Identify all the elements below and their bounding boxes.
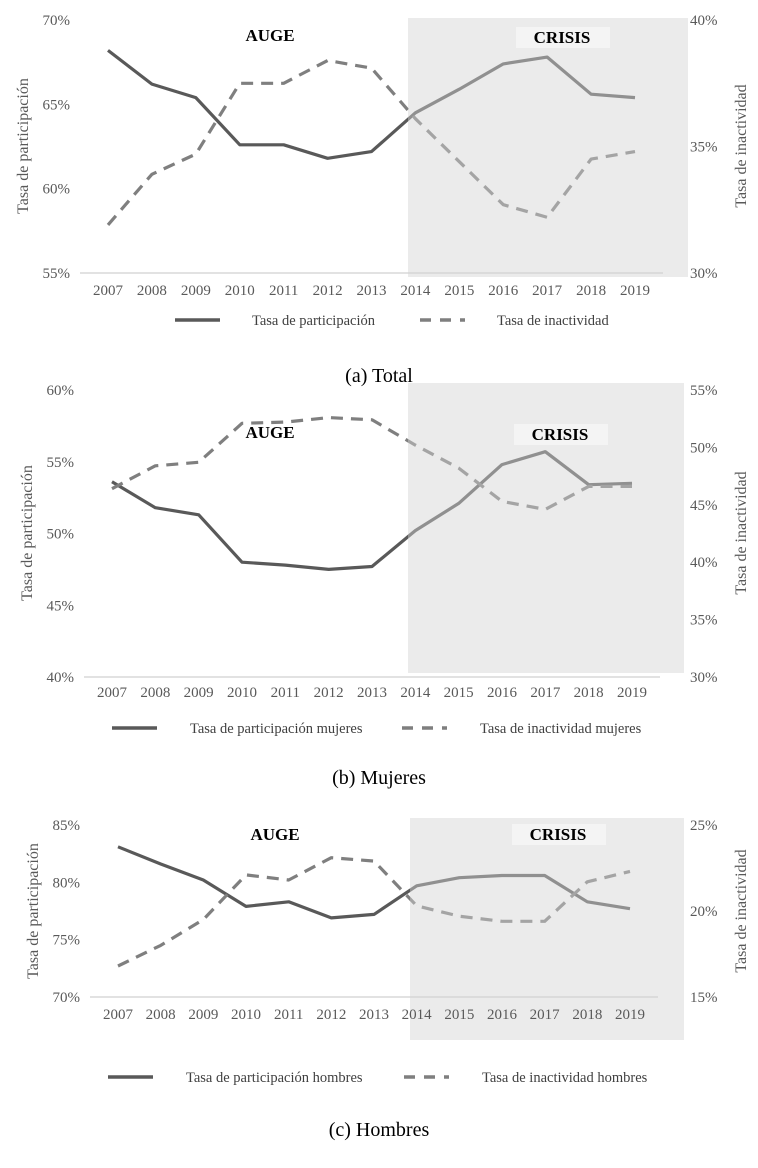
x-tick-label: 2017 bbox=[532, 283, 563, 299]
chart-panel: AUGE CRISIS 70% 75% 80% 85% 15% 20% 25% 2007 2008 2… bbox=[25, 818, 750, 1141]
x-tick-label: 2007 bbox=[93, 283, 124, 299]
y-tick-label-left: 75% bbox=[53, 933, 81, 949]
legend-label: Tasa de inactividad mujeres bbox=[480, 721, 642, 737]
x-tick-label: 2017 bbox=[530, 685, 561, 701]
y-tick-label-right: 35% bbox=[690, 613, 718, 629]
x-tick-label: 2019 bbox=[615, 1007, 645, 1023]
x-tick-label: 2009 bbox=[188, 1007, 218, 1023]
y-tick-label-left: 50% bbox=[47, 527, 75, 543]
y-tick-label-right: 40% bbox=[690, 13, 718, 29]
x-tick-label: 2014 bbox=[402, 1007, 433, 1023]
y-tick-label-left: 40% bbox=[47, 670, 75, 686]
panel-caption: (b) Mujeres bbox=[332, 767, 426, 789]
x-tick-label: 2016 bbox=[488, 283, 519, 299]
annotation-auge: AUGE bbox=[245, 423, 294, 442]
x-tick-label: 2009 bbox=[184, 685, 214, 701]
y-tick-label-right: 15% bbox=[690, 990, 718, 1006]
annotation-crisis: CRISIS bbox=[532, 425, 589, 444]
y-tick-label-right: 25% bbox=[690, 818, 718, 834]
x-tick-label: 2008 bbox=[137, 283, 167, 299]
x-tick-label: 2010 bbox=[225, 283, 255, 299]
x-tick-label: 2009 bbox=[181, 283, 211, 299]
x-tick-label: 2018 bbox=[574, 685, 604, 701]
x-tick-label: 2017 bbox=[530, 1007, 561, 1023]
y-tick-label-left: 70% bbox=[43, 13, 71, 29]
x-tick-label: 2013 bbox=[357, 283, 387, 299]
x-tick-label: 2018 bbox=[572, 1007, 602, 1023]
legend-label: Tasa de inactividad bbox=[497, 313, 609, 329]
y-tick-label-left: 45% bbox=[47, 598, 75, 614]
annotation-auge: AUGE bbox=[250, 825, 299, 844]
crisis-shaded-region bbox=[408, 18, 688, 277]
panel-caption: (a) Total bbox=[345, 365, 413, 387]
y-axis-title-right: Tasa de inactividad bbox=[733, 471, 750, 594]
x-tick-label: 2010 bbox=[231, 1007, 261, 1023]
x-tick-label: 2011 bbox=[271, 685, 300, 701]
x-tick-label: 2012 bbox=[316, 1007, 346, 1023]
x-tick-label: 2019 bbox=[620, 283, 650, 299]
crisis-label-box bbox=[514, 424, 608, 445]
x-tick-label: 2013 bbox=[359, 1007, 389, 1023]
crisis-label-box bbox=[516, 27, 610, 48]
x-tick-label: 2015 bbox=[444, 1007, 474, 1023]
y-tick-label-right: 20% bbox=[690, 904, 718, 920]
y-tick-label-left: 85% bbox=[53, 818, 81, 834]
chart-panel: AUGE CRISIS 40% 45% 50% 55% 60% 30% 35% 40% 45% 50%… bbox=[19, 383, 750, 789]
y-tick-label-right: 40% bbox=[690, 555, 718, 571]
y-tick-label-right: 35% bbox=[690, 140, 718, 156]
x-tick-label: 2010 bbox=[227, 685, 257, 701]
x-tick-label: 2015 bbox=[444, 685, 474, 701]
y-tick-label-left: 65% bbox=[43, 97, 71, 113]
x-tick-label: 2012 bbox=[313, 283, 343, 299]
annotation-crisis: CRISIS bbox=[530, 825, 587, 844]
y-tick-label-left: 70% bbox=[53, 990, 81, 1006]
annotation-crisis: CRISIS bbox=[534, 28, 591, 47]
panel-caption: (c) Hombres bbox=[329, 1119, 430, 1141]
y-tick-label-left: 55% bbox=[43, 266, 71, 282]
legend-label: Tasa de participación bbox=[252, 313, 376, 329]
y-axis-title-left: Tasa de participación bbox=[19, 465, 36, 601]
legend-label: Tasa de inactividad hombres bbox=[482, 1070, 648, 1086]
x-tick-label: 2014 bbox=[400, 685, 431, 701]
y-axis-title-right: Tasa de inactividad bbox=[733, 849, 750, 972]
y-axis-title-left: Tasa de participación bbox=[25, 843, 42, 979]
x-tick-label: 2007 bbox=[97, 685, 128, 701]
legend-label: Tasa de participación mujeres bbox=[190, 721, 363, 737]
x-tick-label: 2016 bbox=[487, 1007, 518, 1023]
x-tick-label: 2018 bbox=[576, 283, 606, 299]
y-tick-label-right: 50% bbox=[690, 440, 718, 456]
y-tick-label-right: 55% bbox=[690, 383, 718, 399]
crisis-shaded-region bbox=[410, 818, 684, 1040]
y-tick-label-right: 30% bbox=[690, 266, 718, 282]
chart-panel: AUGE CRISIS 55% 60% 65% 70% 30% 35% 40% 2007 2008 2… bbox=[15, 13, 750, 387]
y-tick-label-right: 30% bbox=[690, 670, 718, 686]
x-tick-label: 2015 bbox=[444, 283, 474, 299]
x-tick-label: 2011 bbox=[269, 283, 298, 299]
x-tick-label: 2007 bbox=[103, 1007, 134, 1023]
legend-label: Tasa de participación hombres bbox=[186, 1070, 363, 1086]
y-tick-label-left: 80% bbox=[53, 875, 81, 891]
x-tick-label: 2008 bbox=[140, 685, 170, 701]
annotation-auge: AUGE bbox=[245, 26, 294, 45]
x-tick-label: 2012 bbox=[314, 685, 344, 701]
x-tick-label: 2014 bbox=[400, 283, 431, 299]
y-tick-label-left: 55% bbox=[47, 455, 75, 471]
x-tick-label: 2011 bbox=[274, 1007, 303, 1023]
crisis-label-box bbox=[512, 824, 606, 845]
y-tick-label-left: 60% bbox=[43, 182, 71, 198]
x-tick-label: 2008 bbox=[146, 1007, 176, 1023]
y-tick-label-right: 45% bbox=[690, 498, 718, 514]
y-tick-label-left: 60% bbox=[47, 383, 75, 399]
y-axis-title-left: Tasa de participación bbox=[15, 78, 32, 214]
x-tick-label: 2013 bbox=[357, 685, 387, 701]
y-axis-title-right: Tasa de inactividad bbox=[733, 84, 750, 207]
x-tick-label: 2016 bbox=[487, 685, 518, 701]
x-tick-label: 2019 bbox=[617, 685, 647, 701]
